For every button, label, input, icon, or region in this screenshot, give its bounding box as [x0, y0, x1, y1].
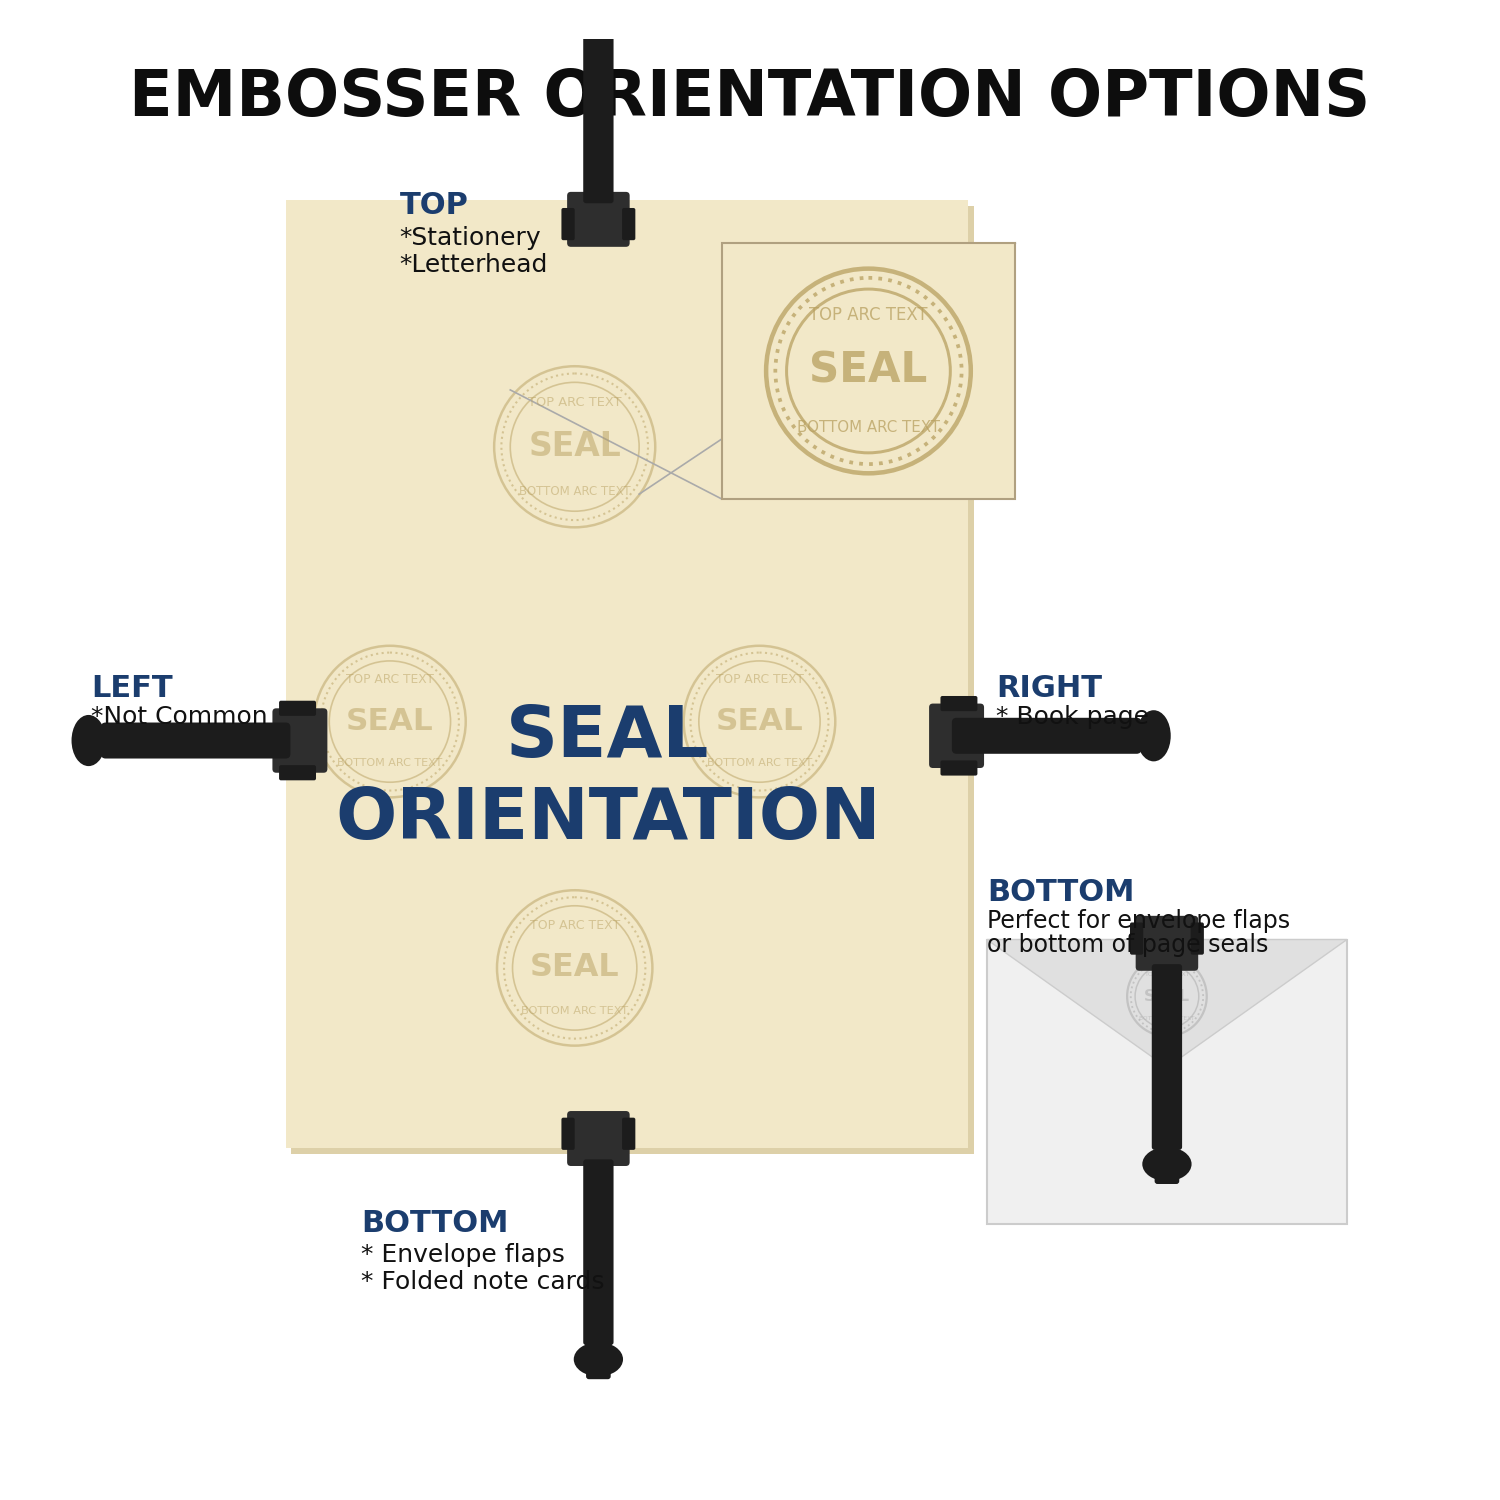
FancyBboxPatch shape: [1136, 916, 1198, 970]
FancyBboxPatch shape: [273, 708, 327, 772]
Ellipse shape: [1137, 710, 1170, 762]
Text: BOTTOM ARC TEXT: BOTTOM ARC TEXT: [520, 1005, 628, 1016]
Ellipse shape: [573, 1342, 622, 1377]
FancyBboxPatch shape: [567, 192, 630, 248]
Text: BOTTOM ARC TEXT: BOTTOM ARC TEXT: [1138, 1016, 1194, 1022]
FancyBboxPatch shape: [584, 22, 614, 202]
FancyBboxPatch shape: [285, 201, 968, 1148]
Text: EMBOSSER ORIENTATION OPTIONS: EMBOSSER ORIENTATION OPTIONS: [129, 68, 1371, 129]
Text: RIGHT: RIGHT: [996, 674, 1102, 704]
Text: SEAL: SEAL: [1144, 988, 1190, 1004]
FancyBboxPatch shape: [1152, 964, 1182, 1150]
FancyBboxPatch shape: [291, 206, 974, 1154]
Text: BOTTOM ARC TEXT: BOTTOM ARC TEXT: [796, 420, 940, 435]
FancyBboxPatch shape: [622, 209, 636, 240]
Text: SEAL
ORIENTATION: SEAL ORIENTATION: [334, 702, 880, 853]
FancyBboxPatch shape: [567, 1112, 630, 1166]
FancyBboxPatch shape: [279, 765, 316, 780]
Text: BOTTOM: BOTTOM: [362, 1209, 509, 1239]
FancyBboxPatch shape: [952, 718, 1142, 754]
Ellipse shape: [72, 716, 105, 766]
Text: BOTTOM ARC TEXT: BOTTOM ARC TEXT: [519, 484, 630, 498]
Text: TOP ARC TEXT: TOP ARC TEXT: [346, 674, 433, 687]
Text: *Letterhead: *Letterhead: [399, 254, 548, 278]
Text: SEAL: SEAL: [530, 952, 620, 984]
FancyBboxPatch shape: [622, 1118, 636, 1150]
FancyBboxPatch shape: [561, 1118, 574, 1150]
Text: * Book page: * Book page: [996, 705, 1149, 729]
Text: *Stationery: *Stationery: [399, 226, 542, 251]
FancyBboxPatch shape: [928, 704, 984, 768]
Text: TOP ARC TEXT: TOP ARC TEXT: [808, 306, 927, 324]
Ellipse shape: [573, 0, 622, 26]
FancyBboxPatch shape: [586, 0, 610, 15]
Text: TOP ARC TEXT: TOP ARC TEXT: [528, 396, 621, 410]
Text: TOP ARC TEXT: TOP ARC TEXT: [716, 674, 804, 687]
FancyBboxPatch shape: [722, 243, 1016, 500]
Text: BOTTOM ARC TEXT: BOTTOM ARC TEXT: [338, 759, 442, 768]
FancyBboxPatch shape: [279, 700, 316, 715]
Text: or bottom of page seals: or bottom of page seals: [987, 933, 1269, 957]
Polygon shape: [987, 939, 1347, 1068]
Text: SEAL: SEAL: [716, 706, 804, 736]
FancyBboxPatch shape: [940, 760, 978, 776]
Text: BOTTOM ARC TEXT: BOTTOM ARC TEXT: [706, 759, 812, 768]
FancyBboxPatch shape: [586, 1353, 610, 1378]
Text: BOTTOM: BOTTOM: [987, 878, 1134, 906]
FancyBboxPatch shape: [100, 723, 291, 759]
Text: TOP ARC TEXT: TOP ARC TEXT: [530, 918, 620, 932]
FancyBboxPatch shape: [1191, 922, 1204, 954]
FancyBboxPatch shape: [987, 939, 1347, 1224]
Text: LEFT: LEFT: [92, 674, 172, 704]
FancyBboxPatch shape: [561, 209, 574, 240]
Text: Perfect for envelope flaps: Perfect for envelope flaps: [987, 909, 1290, 933]
FancyBboxPatch shape: [1155, 1158, 1179, 1184]
Text: SEAL: SEAL: [810, 350, 927, 392]
Ellipse shape: [1143, 1148, 1191, 1180]
Text: *Not Common: *Not Common: [92, 705, 268, 729]
Text: TOP: TOP: [399, 190, 468, 219]
FancyBboxPatch shape: [584, 1160, 614, 1346]
Text: TOP ARC TEXT: TOP ARC TEXT: [1144, 972, 1190, 976]
Text: * Folded note cards: * Folded note cards: [362, 1269, 604, 1293]
Text: * Envelope flaps: * Envelope flaps: [362, 1244, 566, 1268]
FancyBboxPatch shape: [1130, 922, 1143, 954]
Text: SEAL: SEAL: [346, 706, 433, 736]
Text: SEAL: SEAL: [528, 430, 621, 464]
FancyBboxPatch shape: [940, 696, 978, 711]
